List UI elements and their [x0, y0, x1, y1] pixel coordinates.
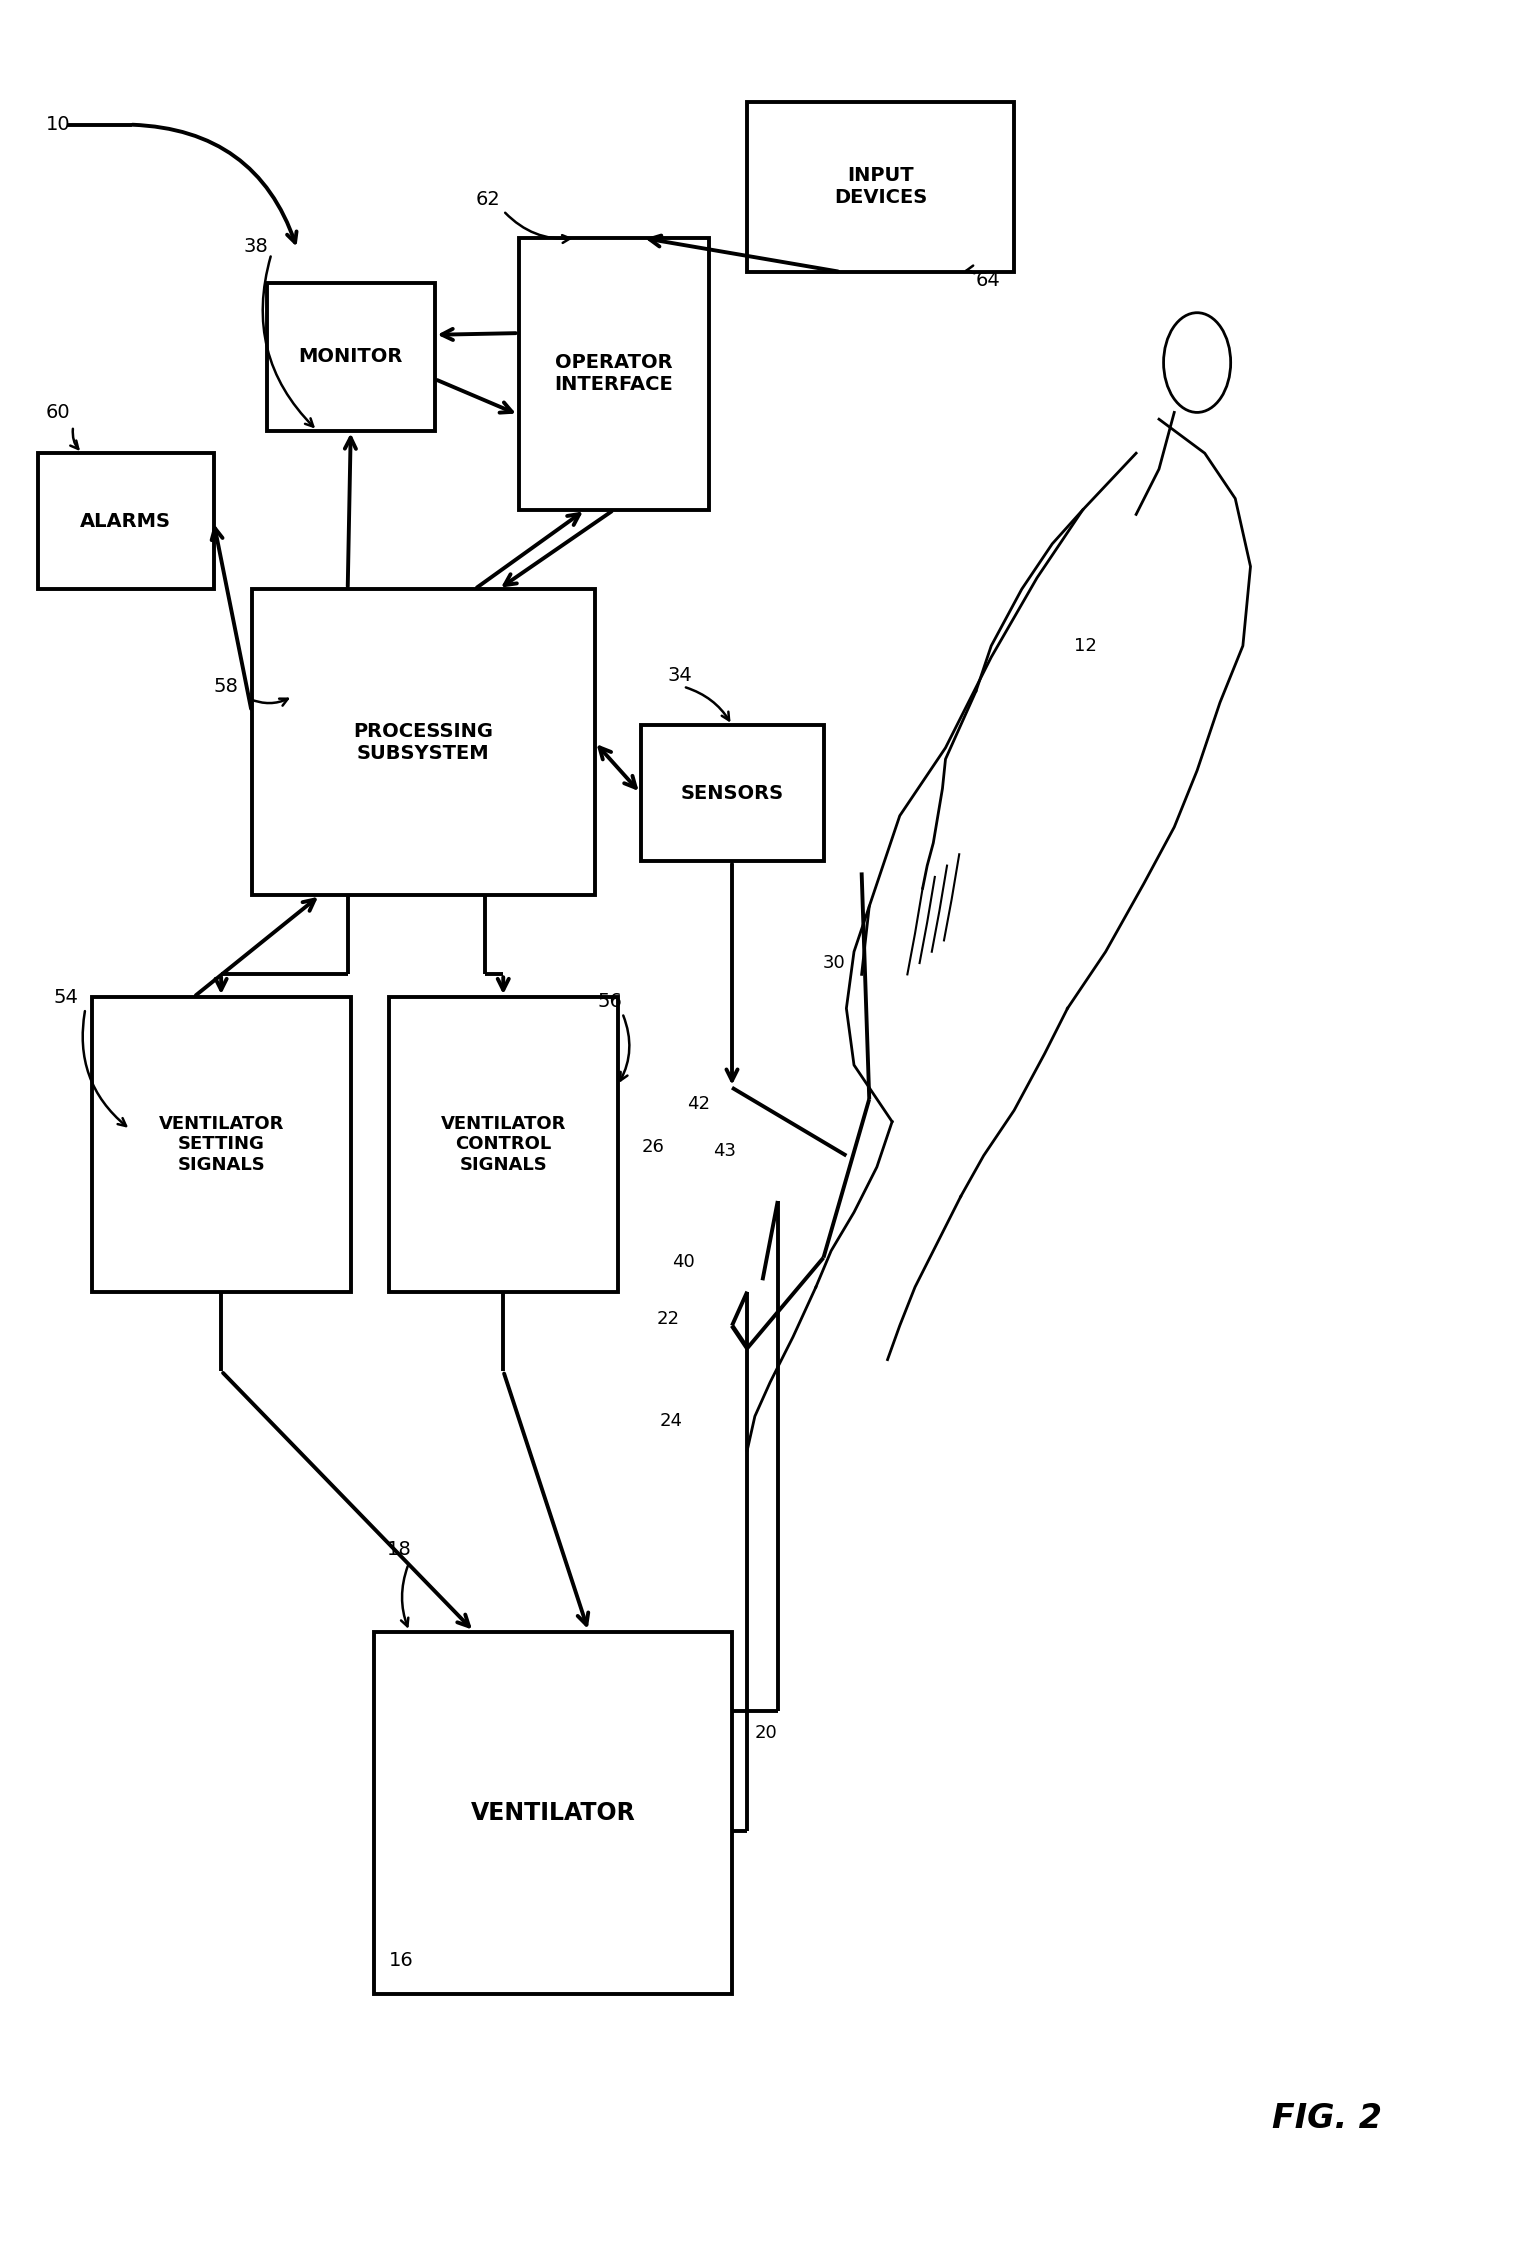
Text: 18: 18	[387, 1541, 412, 1559]
Text: 34: 34	[668, 666, 692, 684]
Text: 10: 10	[46, 116, 70, 134]
Text: VENTILATOR: VENTILATOR	[470, 1801, 636, 1824]
Text: 38: 38	[244, 238, 268, 256]
FancyBboxPatch shape	[374, 1632, 732, 1994]
Text: 43: 43	[712, 1142, 737, 1160]
Text: 20: 20	[755, 1724, 776, 1743]
Text: 26: 26	[640, 1138, 663, 1156]
FancyBboxPatch shape	[640, 725, 824, 861]
Text: SENSORS: SENSORS	[680, 784, 784, 802]
Text: 64: 64	[976, 272, 1000, 290]
Text: 42: 42	[686, 1094, 711, 1113]
Text: 62: 62	[476, 190, 500, 208]
FancyBboxPatch shape	[38, 453, 214, 589]
Text: VENTILATOR
CONTROL
SIGNALS: VENTILATOR CONTROL SIGNALS	[441, 1115, 566, 1174]
FancyBboxPatch shape	[252, 589, 595, 895]
Text: 22: 22	[656, 1310, 680, 1328]
Text: 24: 24	[659, 1412, 683, 1430]
FancyBboxPatch shape	[518, 238, 709, 510]
FancyBboxPatch shape	[747, 102, 1014, 272]
FancyBboxPatch shape	[389, 997, 618, 1292]
FancyBboxPatch shape	[267, 283, 435, 431]
FancyBboxPatch shape	[92, 997, 351, 1292]
Text: 30: 30	[824, 954, 845, 972]
Text: PROCESSING
SUBSYSTEM: PROCESSING SUBSYSTEM	[354, 721, 493, 764]
Text: FIG. 2: FIG. 2	[1272, 2103, 1382, 2135]
Text: MONITOR: MONITOR	[299, 347, 403, 367]
Text: VENTILATOR
SETTING
SIGNALS: VENTILATOR SETTING SIGNALS	[159, 1115, 284, 1174]
Text: OPERATOR
INTERFACE: OPERATOR INTERFACE	[555, 353, 673, 394]
Text: 56: 56	[598, 993, 622, 1011]
Text: ALARMS: ALARMS	[81, 512, 171, 530]
Text: INPUT
DEVICES: INPUT DEVICES	[834, 165, 927, 208]
Text: 40: 40	[673, 1253, 694, 1271]
Text: 16: 16	[389, 1951, 413, 1969]
Text: 60: 60	[46, 403, 70, 421]
Text: 12: 12	[1074, 637, 1096, 655]
Text: 54: 54	[53, 988, 78, 1006]
Text: 58: 58	[214, 678, 238, 696]
